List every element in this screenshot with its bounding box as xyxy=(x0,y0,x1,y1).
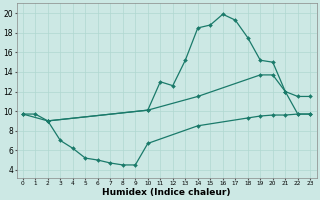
X-axis label: Humidex (Indice chaleur): Humidex (Indice chaleur) xyxy=(102,188,231,197)
